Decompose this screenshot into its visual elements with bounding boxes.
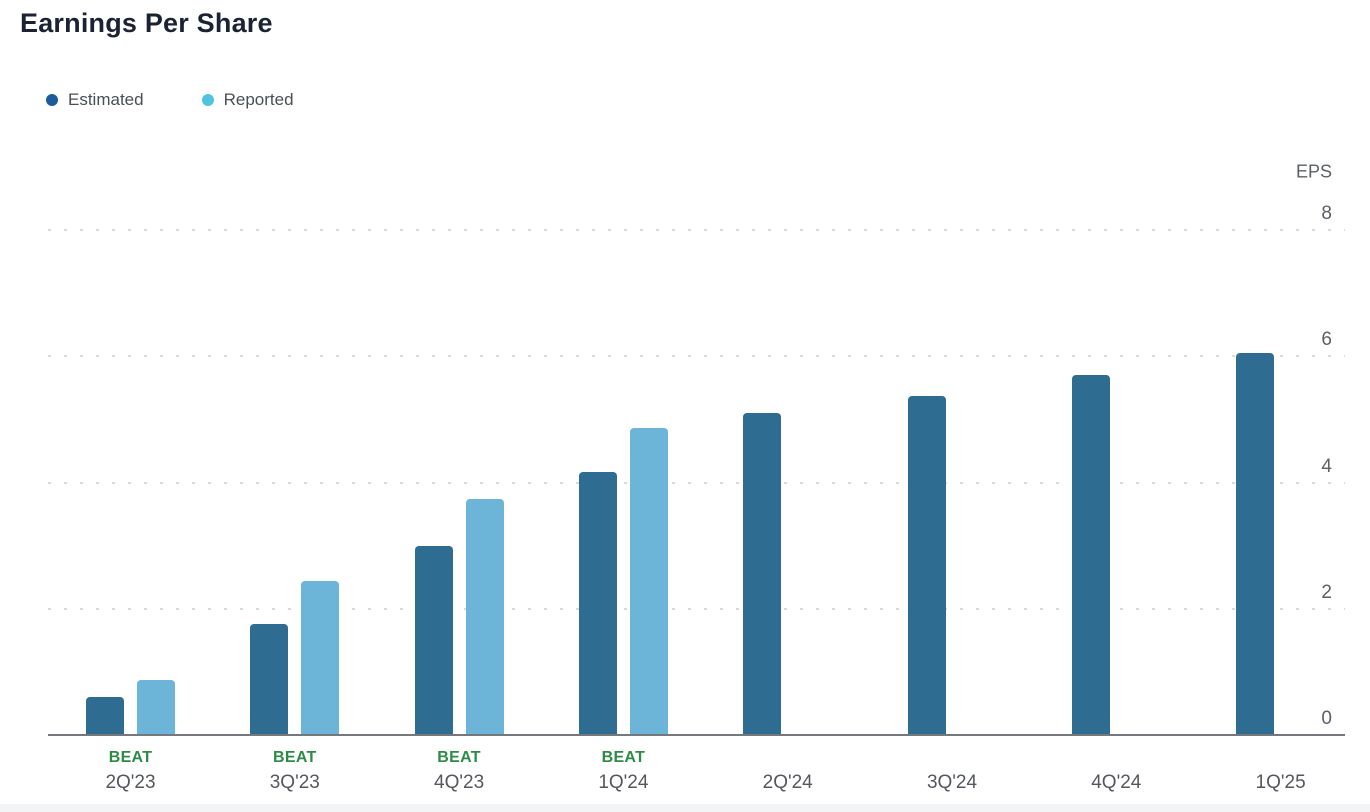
x-category-label-2q24: 2Q'24 (762, 772, 813, 793)
legend-label-reported: Reported (223, 90, 294, 109)
bar-reported-4q23[interactable] (465, 498, 504, 734)
y-tick-label-0: 0 (1321, 708, 1332, 729)
beat-badge-4q23: BEAT (437, 749, 481, 766)
bar-estimated-1q24[interactable] (578, 472, 617, 734)
bottom-section-divider (0, 804, 1370, 812)
bar-estimated-3q24[interactable] (907, 395, 946, 734)
x-category-label-4q23: 4Q'23 (434, 772, 485, 793)
beat-badge-1q24: BEAT (601, 749, 646, 766)
bar-estimated-4q23[interactable] (414, 545, 453, 734)
x-category-label-1q24: 1Q'24 (598, 772, 649, 793)
chart-title: Earnings Per Share (20, 8, 273, 38)
y-tick-label-4: 4 (1321, 455, 1332, 477)
y-tick-label-8: 8 (1321, 203, 1332, 224)
estimated-legend-dot-icon (46, 94, 58, 106)
y-axis-unit-label: EPS (1295, 161, 1332, 182)
bar-estimated-4q24[interactable] (1071, 374, 1110, 734)
legend-item-estimated: Estimated (46, 90, 144, 110)
bar-estimated-2q24[interactable] (743, 412, 782, 734)
gridline-6 (48, 355, 1345, 358)
x-category-label-1q25: 1Q'25 (1255, 772, 1306, 793)
reported-legend-dot-icon (201, 94, 214, 106)
legend-label-estimated: Estimated (68, 90, 144, 109)
beat-badge-2q23: BEAT (108, 749, 153, 766)
bar-reported-2q23[interactable] (137, 680, 175, 734)
bar-estimated-2q23[interactable] (86, 697, 124, 734)
y-tick-label-6: 6 (1321, 329, 1332, 351)
x-axis-line (48, 734, 1345, 736)
x-category-label-4q24: 4Q'24 (1091, 772, 1142, 793)
x-category-label-3q23: 3Q'23 (269, 772, 320, 793)
legend-item-reported: Reported (201, 90, 294, 110)
gridline-8 (48, 229, 1345, 231)
gridline-2 (48, 607, 1345, 610)
chart-legend: Estimated Reported (46, 90, 294, 110)
gridline-4 (48, 481, 1345, 484)
bar-estimated-3q23[interactable] (250, 623, 289, 734)
bar-estimated-1q25[interactable] (1236, 352, 1275, 734)
bar-reported-3q23[interactable] (301, 580, 340, 734)
y-tick-label-2: 2 (1321, 581, 1332, 603)
bar-reported-1q24[interactable] (629, 427, 668, 734)
x-category-label-2q23: 2Q'23 (105, 772, 156, 793)
x-category-label-3q24: 3Q'24 (926, 772, 978, 793)
beat-badge-3q23: BEAT (273, 749, 317, 766)
